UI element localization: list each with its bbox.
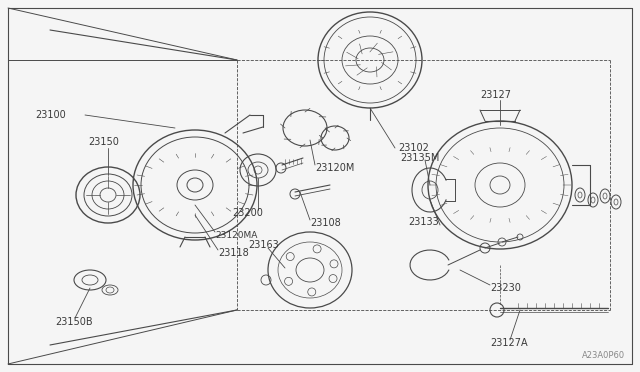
Text: 23102: 23102 [398, 143, 429, 153]
Text: 23120M: 23120M [315, 163, 355, 173]
Text: 23230: 23230 [490, 283, 521, 293]
Text: 23200: 23200 [232, 208, 263, 218]
Text: 23150: 23150 [88, 137, 119, 147]
Text: 23100: 23100 [35, 110, 66, 120]
Text: 23133: 23133 [408, 217, 439, 227]
Text: 23127A: 23127A [490, 338, 527, 348]
Text: A23A0P60: A23A0P60 [582, 350, 625, 359]
Text: 23120MA: 23120MA [215, 231, 257, 240]
Text: 23150B: 23150B [55, 317, 93, 327]
Text: 23163: 23163 [248, 240, 279, 250]
Text: 23118: 23118 [218, 248, 249, 258]
Text: 23108: 23108 [310, 218, 340, 228]
Text: 23127: 23127 [480, 90, 511, 100]
Text: 23135M: 23135M [400, 153, 440, 163]
